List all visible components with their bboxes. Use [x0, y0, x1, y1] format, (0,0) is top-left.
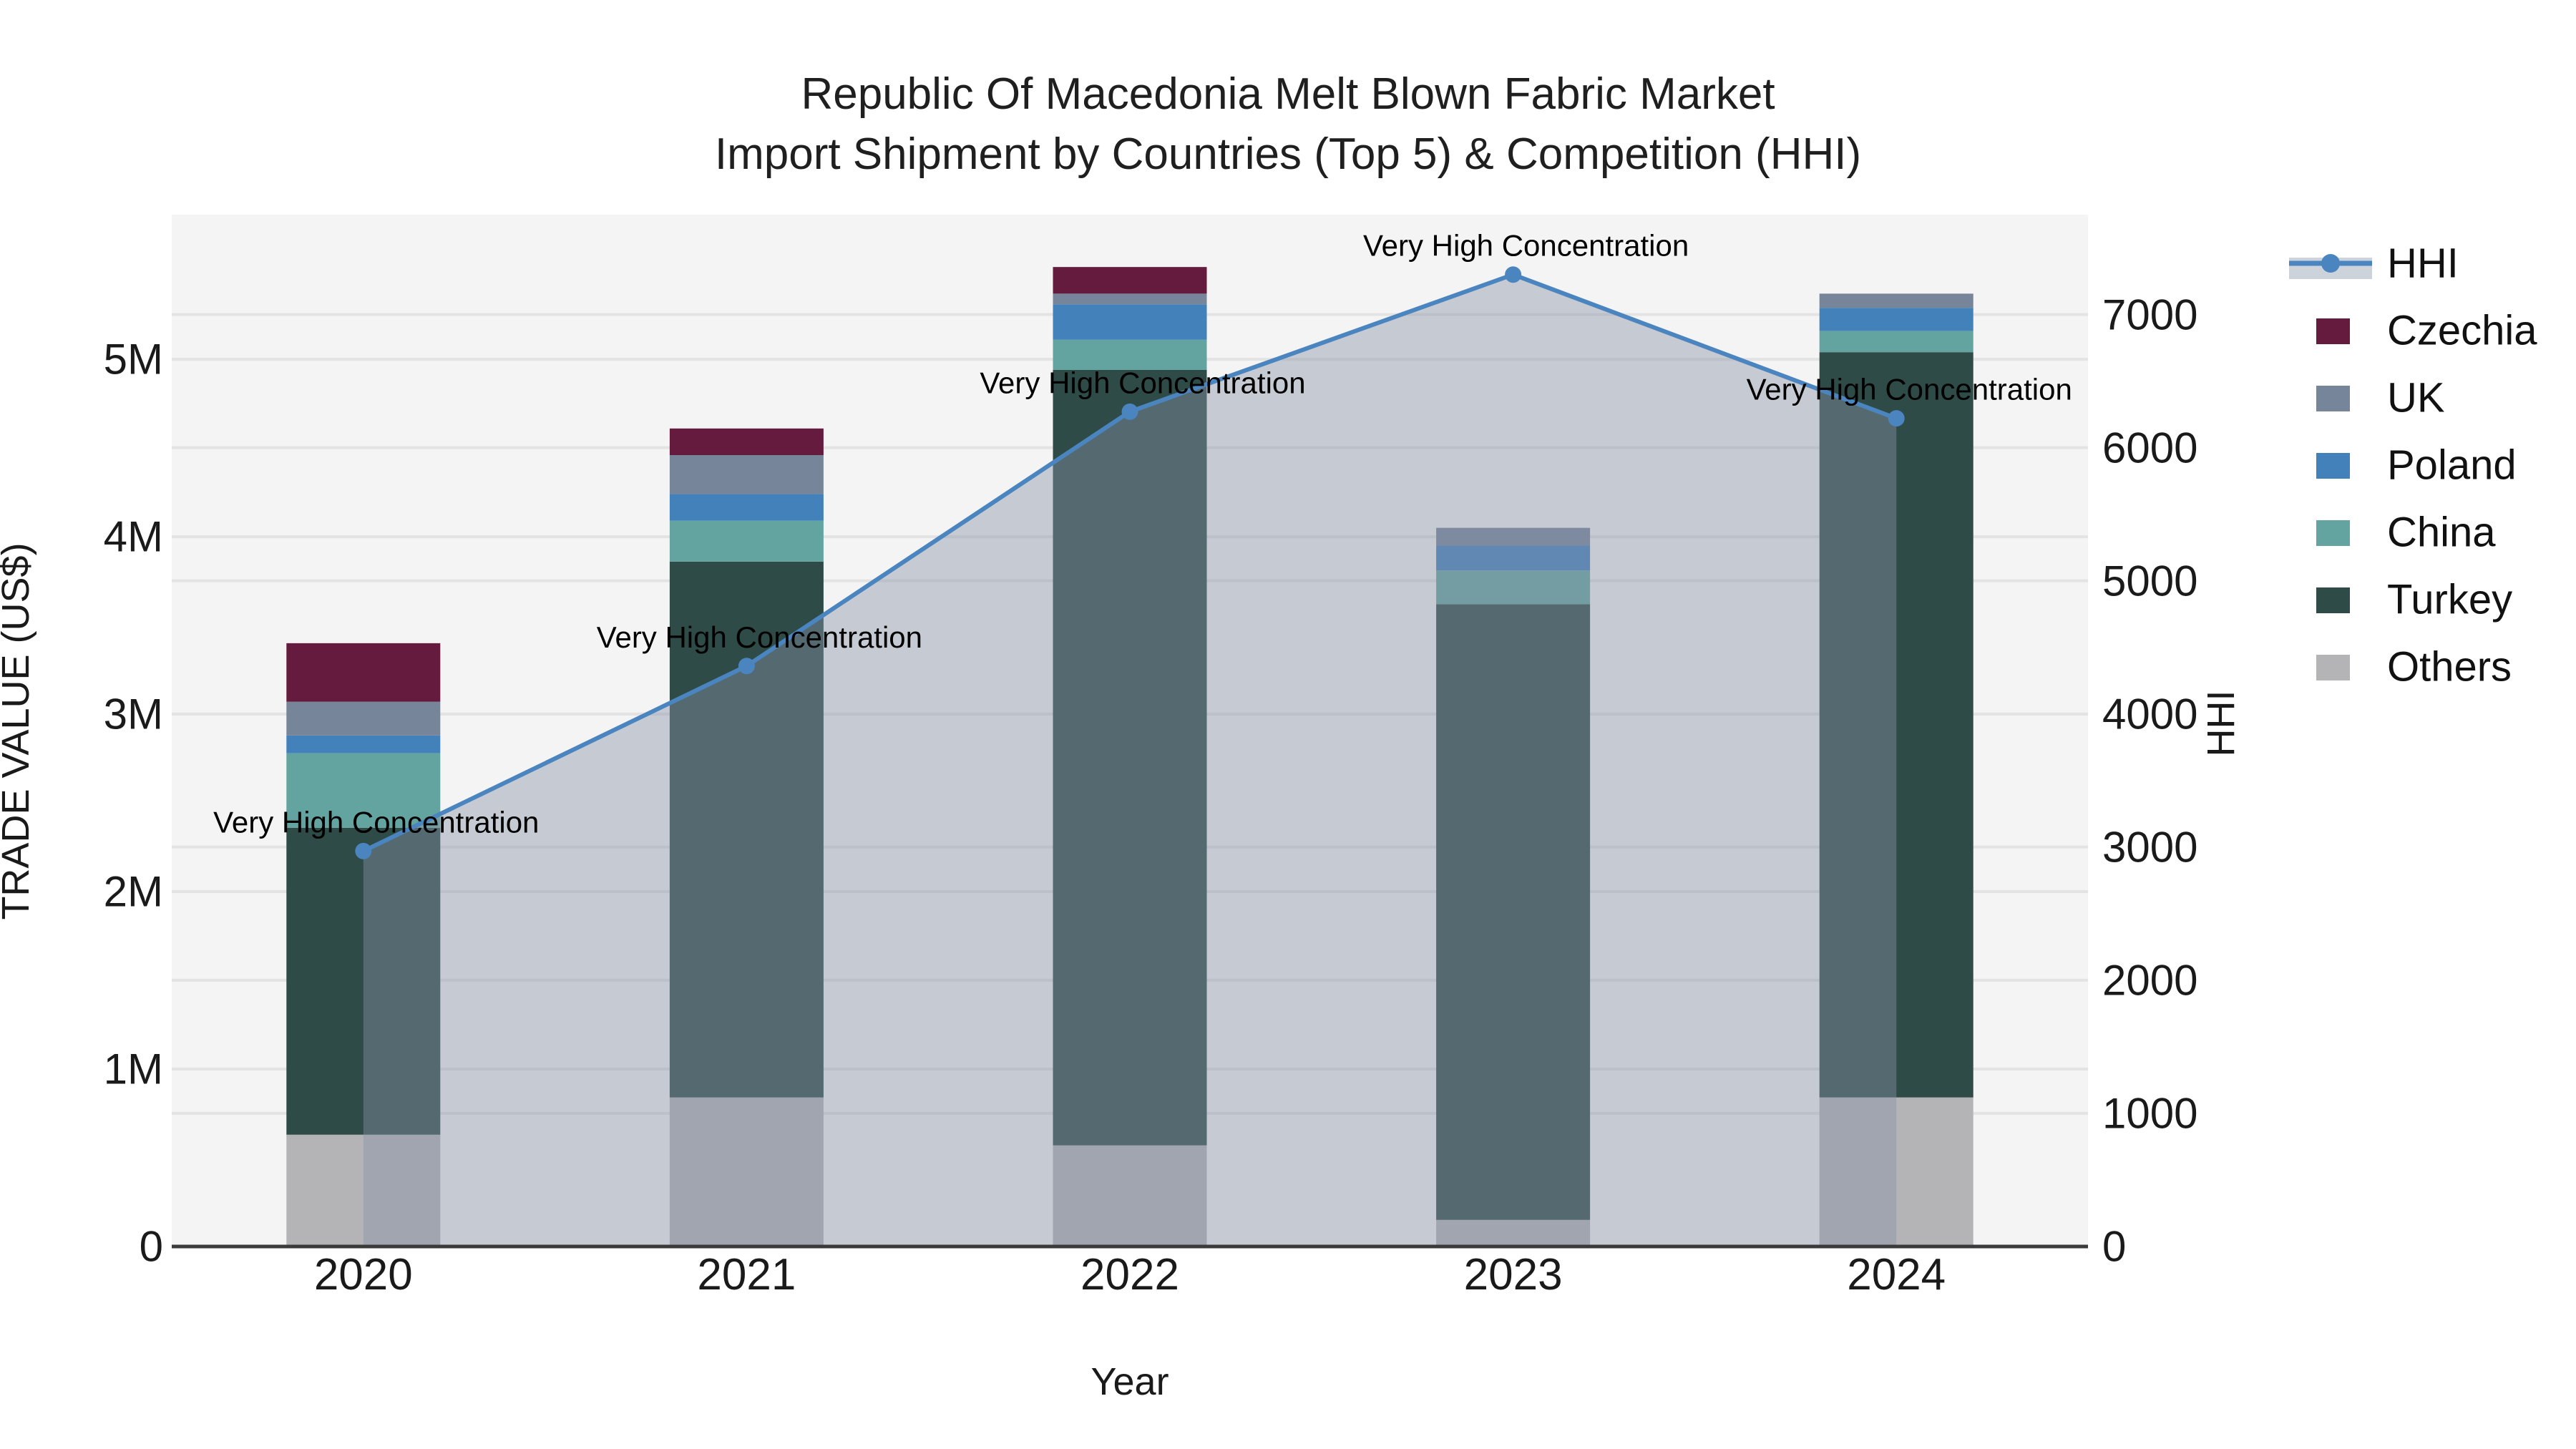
legend-item-others — [2286, 645, 2376, 688]
bar-segment-uk-2021 — [669, 455, 824, 494]
bar-segment-poland-2024 — [1819, 308, 1974, 331]
legend-label-hhi: HHI — [2387, 240, 2459, 287]
bar-segment-china-2022 — [1053, 339, 1207, 370]
legend-label-poland: Poland — [2387, 441, 2517, 489]
bar-segment-turkey-2020 — [286, 827, 441, 1135]
bar-segment-czechia-2022 — [1053, 267, 1207, 294]
bar-segment-others-2023 — [1436, 1219, 1591, 1246]
hhi-line — [355, 266, 1905, 859]
legend-swatch — [2316, 587, 2350, 613]
chart-title-line1: Republic Of Macedonia Melt Blown Fabric … — [801, 69, 1775, 119]
legend-label-turkey: Turkey — [2387, 576, 2513, 623]
hhi-marker-2022 — [1121, 403, 1138, 420]
bar-segment-others-2024 — [1819, 1097, 1974, 1246]
legend-label-czechia: Czechia — [2387, 307, 2537, 354]
bar-segment-poland-2020 — [286, 735, 441, 753]
bar-segment-uk-2024 — [1819, 293, 1974, 308]
hhi-marker-2023 — [1505, 266, 1522, 283]
legend-label-others: Others — [2387, 643, 2512, 691]
right-tick-4000: 4000 — [2102, 690, 2198, 738]
legend-label-uk: UK — [2387, 374, 2445, 421]
left-tick-2M: 2M — [103, 867, 163, 916]
left-tick-0: 0 — [139, 1222, 163, 1271]
left-tick-5M: 5M — [103, 335, 163, 384]
right-tick-6000: 6000 — [2102, 424, 2198, 472]
legend-swatch — [2316, 318, 2350, 344]
x-tick-2023: 2023 — [1463, 1250, 1563, 1299]
legend-swatch — [2316, 453, 2350, 479]
legend-swatch — [2316, 520, 2350, 546]
right-tick-3000: 3000 — [2102, 823, 2198, 872]
x-tick-2022: 2022 — [1080, 1250, 1179, 1299]
legend-item-uk — [2286, 376, 2376, 419]
legend-swatch — [2316, 386, 2350, 411]
bar-segment-others-2022 — [1053, 1145, 1207, 1246]
stacked-bars — [286, 267, 1974, 1246]
x-tick-2021: 2021 — [697, 1250, 796, 1299]
legend-item-poland — [2286, 444, 2376, 487]
legend-item-hhi — [2286, 242, 2376, 285]
left-tick-4M: 4M — [103, 512, 163, 561]
legend-swatch — [2316, 655, 2350, 680]
bar-segment-czechia-2020 — [286, 643, 441, 702]
right-tick-7000: 7000 — [2102, 291, 2198, 339]
bar-segment-turkey-2023 — [1436, 604, 1591, 1220]
bar-segment-uk-2020 — [286, 701, 441, 736]
hhi-marker-2024 — [1888, 410, 1905, 427]
bar-segment-uk-2023 — [1436, 527, 1591, 546]
bar-segment-others-2020 — [286, 1134, 441, 1246]
bar-segment-poland-2023 — [1436, 545, 1591, 571]
bar-segment-uk-2022 — [1053, 293, 1207, 305]
bar-segment-china-2023 — [1436, 570, 1591, 605]
annotation-2022: Very High Concentration — [980, 366, 1305, 399]
annotation-2024: Very High Concentration — [1747, 373, 2072, 406]
bar-segment-turkey-2024 — [1819, 352, 1974, 1098]
bar-segment-china-2024 — [1819, 331, 1974, 353]
hhi-marker-2020 — [355, 842, 372, 859]
bar-segment-others-2021 — [669, 1097, 824, 1246]
bar-segment-turkey-2022 — [1053, 369, 1207, 1146]
x-tick-2024: 2024 — [1847, 1250, 1946, 1299]
legend-item-czechia — [2286, 309, 2376, 352]
x-axis-title: Year — [1091, 1360, 1169, 1403]
legend-label-china: China — [2387, 509, 2496, 556]
x-tick-2020: 2020 — [313, 1250, 413, 1299]
right-tick-0: 0 — [2102, 1222, 2127, 1271]
right-tick-5000: 5000 — [2102, 557, 2198, 605]
bar-segment-china-2021 — [669, 520, 824, 562]
annotations: Very High Concentration Very High Concent… — [213, 229, 2072, 839]
hhi-marker-2021 — [738, 658, 755, 675]
bar-segment-turkey-2021 — [669, 561, 824, 1098]
annotation-2021: Very High Concentration — [597, 620, 922, 654]
hhi-area-polygon — [363, 274, 1897, 1247]
left-tick-1M: 1M — [103, 1045, 163, 1093]
chart-title-line2: Import Shipment by Countries (Top 5) & C… — [714, 130, 1862, 179]
left-tick-3M: 3M — [103, 690, 163, 738]
right-tick-1000: 1000 — [2102, 1089, 2198, 1138]
bar-segment-czechia-2021 — [669, 428, 824, 456]
bar-segment-poland-2022 — [1053, 304, 1207, 340]
legend-item-china — [2286, 511, 2376, 554]
annotation-2020: Very High Concentration — [213, 805, 539, 839]
legend-hhi-handle — [2289, 254, 2372, 279]
bar-segment-poland-2021 — [669, 494, 824, 521]
legend-item-turkey — [2286, 578, 2376, 621]
annotation-2023: Very High Concentration — [1363, 229, 1689, 263]
bar-segment-china-2020 — [286, 753, 441, 828]
hhi-area-fill — [363, 274, 1897, 1247]
right-tick-2000: 2000 — [2102, 956, 2198, 1005]
